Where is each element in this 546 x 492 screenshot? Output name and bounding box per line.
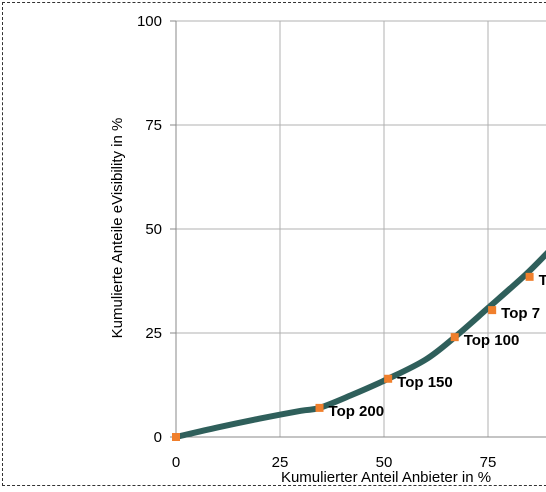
x-tick-label: 0 [172,454,180,471]
data-point-label: To [539,272,546,289]
data-point-marker [384,374,393,383]
data-point-marker [315,403,324,412]
y-tick-label: 75 [145,117,162,134]
data-point-marker [525,272,534,281]
data-point-marker [488,306,497,315]
data-point-label: Top 200 [329,403,385,420]
y-tick-label: 100 [137,13,162,30]
y-tick-label: 50 [145,221,162,238]
x-tick-label: 25 [272,454,289,471]
x-tick-label: 50 [376,454,393,471]
data-point-label: Top 150 [397,374,453,391]
data-point-marker [450,333,459,342]
y-axis-title: Kumulierte Anteile eVisibility in % [109,118,126,339]
x-axis-title: Kumulierter Anteil Anbieter in % [281,469,491,486]
x-tick-label: 75 [480,454,497,471]
y-tick-label: 0 [154,429,162,446]
data-point-label: Top 7 [501,305,540,322]
y-tick-label: 25 [145,325,162,342]
data-point-label: Top 100 [464,332,520,349]
data-point-marker [172,433,180,441]
